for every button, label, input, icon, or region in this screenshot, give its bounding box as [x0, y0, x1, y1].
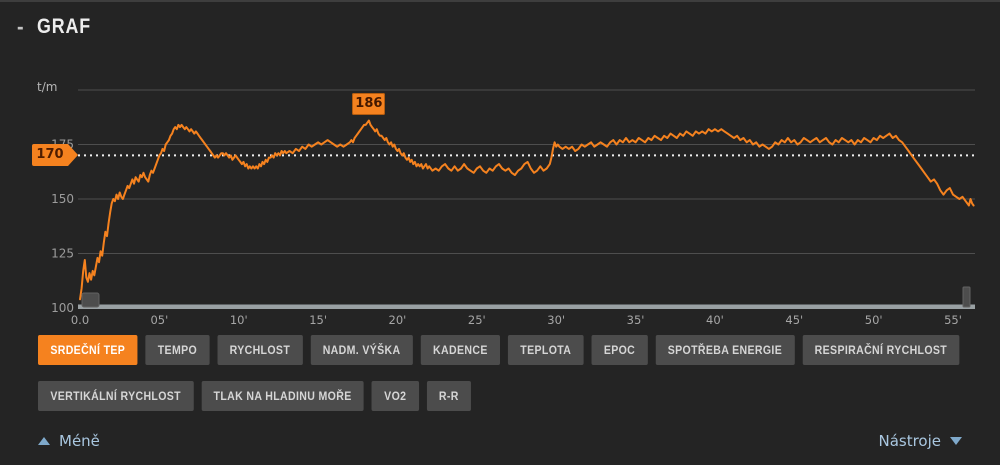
metric-button-tlak-na-hladinu-more[interactable]: TLAK NA HLADINU MOŘE — [201, 381, 364, 411]
less-label: Méně — [59, 432, 100, 450]
x-tick-label-11: 55' — [944, 313, 962, 327]
metric-button-kadence[interactable]: KADENCE — [420, 335, 501, 365]
metric-button-rychlost[interactable]: RYCHLOST — [217, 335, 303, 365]
x-axis-scrollbar[interactable] — [78, 304, 975, 310]
x-tick-label-0: 0.0 — [71, 313, 89, 327]
metric-button-nadm-vyska[interactable]: NADM. VÝŠKA — [310, 335, 413, 365]
page-title: GRAF — [37, 15, 92, 38]
x-tick-label-2: 10' — [230, 313, 248, 327]
y-tick-label-150: 150 — [51, 192, 74, 206]
average-value-label: 170 — [36, 147, 64, 163]
peak-value-label: 186 — [355, 95, 383, 111]
average-value-badge: 170 — [32, 144, 78, 167]
heart-rate-line — [79, 119, 975, 301]
metric-button-vertikalni-rychlost[interactable]: VERTIKÁLNÍ RYCHLOST — [38, 381, 194, 411]
metric-buttons-row-1: SRDEČNÍ TEP TEMPO RYCHLOST NADM. VÝŠKA KADEN… — [38, 335, 960, 365]
chevron-down-icon — [950, 437, 962, 445]
metric-buttons-row-2: VERTIKÁLNÍ RYCHLOST TLAK NA HLADINU MOŘE V… — [38, 381, 472, 411]
scrollbar-right-handle[interactable] — [962, 286, 971, 308]
x-tick-label-5: 25' — [468, 313, 486, 327]
badge-arrow-icon — [68, 144, 78, 167]
panel-header: - GRAF — [17, 15, 101, 39]
x-tick-label-10: 50' — [865, 313, 883, 327]
panel-footer: Méně Nástroje — [38, 432, 962, 450]
x-tick-label-8: 40' — [706, 313, 724, 327]
metric-button-spotreba-energie[interactable]: SPOTŘEBA ENERGIE — [655, 335, 795, 365]
less-link[interactable]: Méně — [38, 432, 100, 450]
collapse-icon[interactable]: - — [17, 14, 24, 39]
y-tick-label-125: 125 — [51, 247, 74, 261]
y-tick-label-100: 100 — [51, 301, 74, 315]
x-tick-label-7: 35' — [627, 313, 645, 327]
x-tick-label-3: 15' — [309, 313, 327, 327]
metric-button-srdecni-tep[interactable]: SRDEČNÍ TEP — [38, 335, 138, 365]
metric-button-teplota[interactable]: TEPLOTA — [507, 335, 584, 365]
y-axis-unit-label: t/m — [37, 80, 58, 94]
metric-button-tempo[interactable]: TEMPO — [145, 335, 210, 365]
metric-button-epoc[interactable]: EPOC — [591, 335, 648, 365]
tools-link[interactable]: Nástroje — [878, 432, 962, 450]
peak-value-badge: 186 — [352, 92, 386, 115]
metric-button-respiracni-rychlost[interactable]: RESPIRAČNÍ RYCHLOST — [802, 335, 960, 365]
x-tick-label-4: 20' — [389, 313, 407, 327]
x-tick-label-9: 45' — [785, 313, 803, 327]
chevron-up-icon — [38, 437, 50, 445]
x-tick-label-6: 30' — [547, 313, 565, 327]
x-tick-label-1: 05' — [150, 313, 168, 327]
metric-button-r-r[interactable]: R-R — [426, 381, 472, 411]
heart-rate-chart: 1751501251000.005'10'15'20'25'30'35'40'4… — [51, 89, 975, 327]
metric-button-vo2[interactable]: VO2 — [371, 381, 419, 411]
tools-label: Nástroje — [878, 432, 941, 450]
scrollbar-left-handle[interactable] — [81, 292, 100, 308]
